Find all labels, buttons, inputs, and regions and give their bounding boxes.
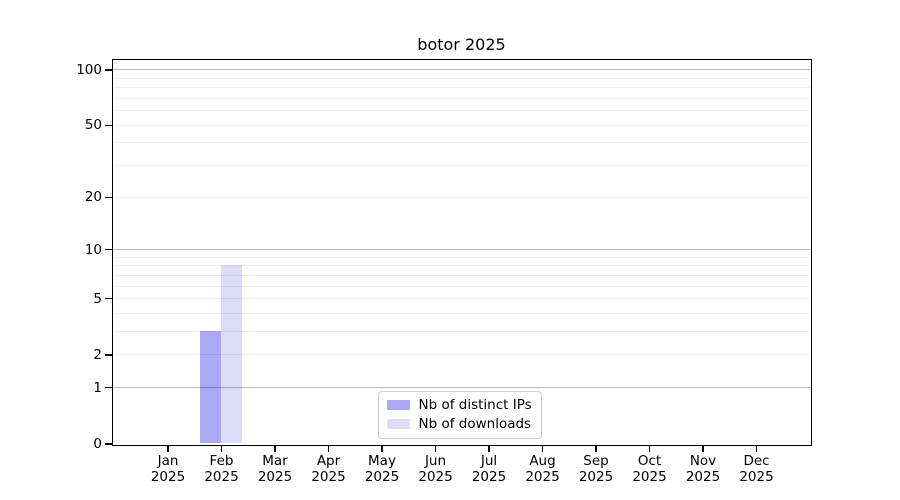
gridline-minor: [112, 87, 810, 89]
x-tick-mark: [167, 445, 169, 452]
x-tick-mark: [327, 445, 330, 452]
legend-item-downloads: Nb of downloads: [386, 415, 532, 432]
y-tick-mark: [104, 354, 112, 356]
gridline-minor: [112, 285, 810, 287]
gridline-major: [112, 249, 810, 251]
x-tick-mark: [381, 445, 383, 452]
x-tick-mark: [755, 445, 758, 452]
x-tick-label: Jun 2025: [418, 453, 453, 485]
y-tick-mark: [104, 248, 112, 251]
gridline-minor: [112, 313, 810, 314]
y-tick-label: 1: [93, 379, 102, 396]
x-tick-mark: [434, 445, 437, 452]
y-tick-mark: [104, 196, 112, 198]
plot-area: Nb of distinct IPs Nb of downloads: [111, 58, 812, 446]
y-tick-label: 0: [93, 436, 102, 452]
gridline-minor: [112, 196, 810, 198]
legend: Nb of distinct IPs Nb of downloads: [377, 390, 542, 439]
x-tick-label: Aug 2025: [525, 453, 560, 485]
y-tick-mark: [104, 69, 112, 71]
gridline-minor: [112, 110, 810, 112]
x-tick-label: May 2025: [364, 453, 400, 485]
chart-title: botor 2025: [417, 35, 506, 54]
x-tick-mark: [488, 445, 490, 452]
y-tick-mark: [104, 298, 112, 300]
x-tick-label: Jan 2025: [150, 453, 186, 485]
gridline-minor: [112, 331, 810, 333]
y-tick-mark: [104, 443, 112, 445]
gridline-minor: [112, 298, 810, 300]
gridline-minor: [112, 265, 810, 267]
x-tick-mark: [595, 445, 597, 452]
y-tick-label: 100: [76, 61, 102, 78]
gridline-minor: [112, 124, 810, 126]
y-tick-label: 20: [84, 189, 102, 206]
x-tick-label: Mar 2025: [257, 453, 293, 485]
gridline-minor: [112, 274, 810, 276]
x-tick-label: Oct 2025: [632, 453, 667, 485]
legend-swatch-distinct-ips: [386, 399, 410, 410]
gridline-minor: [112, 142, 810, 144]
bar-downloads: [221, 265, 243, 444]
gridline-minor: [112, 354, 810, 356]
y-tick-label: 2: [93, 346, 102, 363]
x-tick-label: Nov 2025: [685, 453, 721, 485]
y-tick-label: 50: [84, 117, 102, 134]
gridline-major: [112, 387, 810, 389]
x-tick-label: Jul 2025: [471, 453, 507, 485]
x-tick-label: Dec 2025: [739, 453, 774, 485]
x-tick-label: Feb 2025: [204, 453, 239, 485]
x-tick-mark: [702, 445, 704, 452]
y-tick-mark: [104, 124, 112, 126]
x-tick-mark: [648, 445, 651, 452]
x-tick-label: Sep 2025: [578, 453, 614, 485]
legend-item-distinct-ips: Nb of distinct IPs: [386, 396, 532, 413]
x-tick-mark: [220, 445, 223, 452]
y-tick-mark: [104, 387, 112, 389]
gridline-minor: [112, 97, 810, 99]
gridline-minor: [112, 77, 810, 79]
bar-distinct-ips: [199, 331, 221, 444]
gridline-minor: [112, 256, 810, 258]
legend-label-downloads: Nb of downloads: [418, 415, 532, 432]
legend-label-distinct-ips: Nb of distinct IPs: [418, 396, 532, 413]
legend-swatch-downloads: [386, 418, 410, 429]
y-tick-label: 10: [84, 241, 102, 258]
gridline-minor: [112, 165, 810, 167]
y-tick-label: 5: [93, 290, 102, 307]
x-tick-mark: [541, 445, 544, 452]
x-tick-mark: [274, 445, 276, 452]
gridline-major: [112, 69, 810, 71]
x-tick-label: Apr 2025: [311, 453, 346, 485]
